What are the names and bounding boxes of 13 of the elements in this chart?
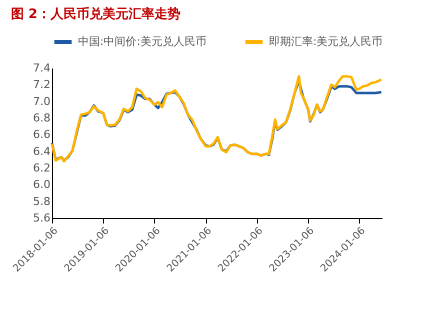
y-tick-label: 6.4 [33, 144, 50, 158]
chart-title: 图 2：人民币兑美元汇率走势 [10, 6, 180, 22]
y-tick-label: 5.6 [33, 212, 50, 224]
y-tick-label: 7.0 [33, 94, 50, 108]
y-tick-label: 7.4 [33, 62, 50, 74]
y-tick-label: 6.8 [33, 112, 50, 124]
y-tick-label: 6.6 [33, 128, 50, 142]
legend-label: 中国:中间价:美元兑人民币 [78, 35, 206, 48]
y-tick-label: 5.8 [33, 194, 50, 208]
y-tick-label: 7.2 [33, 78, 50, 92]
y-tick-label: 6.2 [33, 162, 50, 174]
legend-label: 即期汇率:美元兑人民币 [269, 35, 383, 48]
y-tick-label: 6.0 [33, 178, 50, 192]
